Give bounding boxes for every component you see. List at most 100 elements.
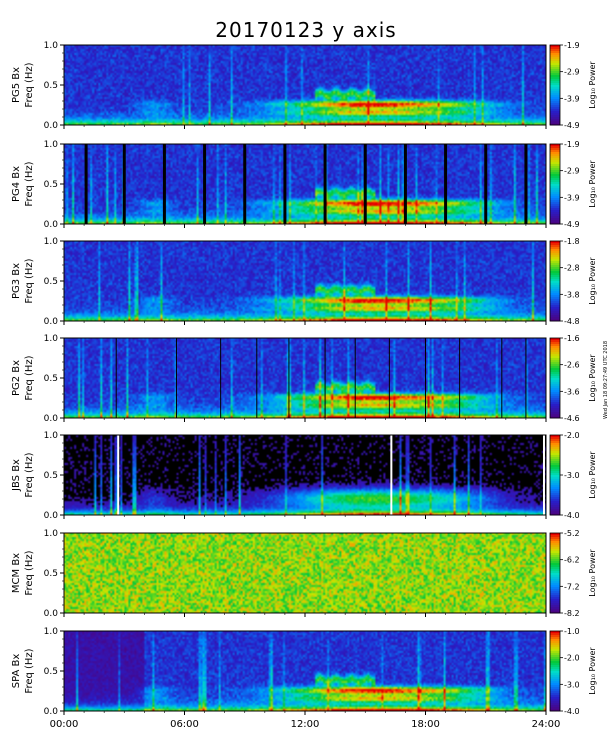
colorbar-segment xyxy=(550,364,560,367)
colorbar-segment xyxy=(550,67,560,70)
colorbar-segment xyxy=(550,611,560,614)
y-tick-label: 1.0 xyxy=(44,627,59,637)
y-tick-label: 0.5 xyxy=(44,374,58,384)
colorbar-tick-label: -6.2 xyxy=(564,556,580,565)
colorbar-segment xyxy=(550,301,560,304)
colorbar-segment xyxy=(550,184,560,187)
colorbar-segment xyxy=(550,317,560,320)
colorbar-segment xyxy=(550,457,560,460)
colorbar-tick-label: -4.6 xyxy=(564,414,580,423)
colorbar-segment xyxy=(550,601,560,604)
colorbar-segment xyxy=(550,263,560,266)
colorbar-segment xyxy=(550,573,560,576)
colorbar-segment xyxy=(550,453,560,456)
colorbar-segment xyxy=(550,281,560,284)
colorbar-segment xyxy=(550,358,560,361)
colorbar-segment xyxy=(550,95,560,98)
colorbar-segment xyxy=(550,539,560,542)
spectrogram-image xyxy=(64,533,546,613)
colorbar-segment xyxy=(550,595,560,598)
colorbar-tick-label: -3.6 xyxy=(564,387,580,396)
colorbar-segment xyxy=(550,497,560,500)
colorbar-segment xyxy=(550,168,560,171)
y-tick-label: 0.5 xyxy=(44,180,58,190)
colorbar-segment xyxy=(550,669,560,672)
station-label: PG2 Bx xyxy=(11,360,22,396)
colorbar-segment xyxy=(550,172,560,175)
colorbar-segment xyxy=(550,212,560,215)
colorbar-segment xyxy=(550,665,560,668)
colorbar-segment xyxy=(550,693,560,696)
colorbar-segment xyxy=(550,297,560,300)
colorbar-segment xyxy=(550,495,560,498)
colorbar-segment xyxy=(550,703,560,706)
colorbar-segment xyxy=(550,109,560,112)
colorbar-segment xyxy=(550,146,560,149)
colorbar-segment xyxy=(550,551,560,554)
colorbar-segment xyxy=(550,437,560,440)
colorbar-segment xyxy=(550,587,560,590)
colorbar-segment xyxy=(550,152,560,155)
colorbar-segment xyxy=(550,81,560,84)
colorbar-segment xyxy=(550,653,560,656)
colorbar-segment xyxy=(550,372,560,375)
colorbar-segment xyxy=(550,190,560,193)
x-tick-label: 24:00 xyxy=(532,719,561,730)
x-tick-label: 12:00 xyxy=(291,719,320,730)
colorbar-segment xyxy=(550,547,560,550)
colorbar-tick-label: -3.9 xyxy=(564,193,580,202)
colorbar-segment xyxy=(550,356,560,359)
colorbar-segment xyxy=(550,445,560,448)
colorbar-segment xyxy=(550,285,560,288)
colorbar-segment xyxy=(550,649,560,652)
colorbar-segment xyxy=(550,655,560,658)
colorbar-segment xyxy=(550,83,560,86)
colorbar-segment xyxy=(550,214,560,217)
colorbar-segment xyxy=(550,607,560,610)
colorbar-segment xyxy=(550,350,560,353)
colorbar-segment xyxy=(550,342,560,345)
colorbar-segment xyxy=(550,392,560,395)
colorbar-segment xyxy=(550,115,560,118)
colorbar-segment xyxy=(550,57,560,60)
colorbar-frame xyxy=(549,44,561,126)
colorbar-segment xyxy=(550,481,560,484)
y-tick-label: 1.0 xyxy=(44,431,59,441)
y-tick-label: 1.0 xyxy=(44,237,59,247)
colorbar-segment xyxy=(550,400,560,403)
y-tick-label: 1.0 xyxy=(44,41,59,51)
colorbar-segment xyxy=(550,577,560,580)
freq-axis-label: Freq (Hz) xyxy=(24,355,35,400)
colorbar-segment xyxy=(550,475,560,478)
station-label: PG3 Bx xyxy=(11,263,22,299)
colorbar-segment xyxy=(550,461,560,464)
colorbar-segment xyxy=(550,313,560,316)
colorbar-segment xyxy=(550,382,560,385)
colorbar-segment xyxy=(550,93,560,96)
colorbar-segment xyxy=(550,89,560,92)
colorbar-segment xyxy=(550,166,560,169)
colorbar-segment xyxy=(550,170,560,173)
colorbar-segment xyxy=(550,249,560,252)
colorbar-segment xyxy=(550,701,560,704)
colorbar-segment xyxy=(550,402,560,405)
colorbar-segment xyxy=(550,537,560,540)
colorbar-segment xyxy=(550,585,560,588)
colorbar-segment xyxy=(550,309,560,312)
colorbar-segment xyxy=(550,180,560,183)
colorbar-segment xyxy=(550,384,560,387)
colorbar-segment xyxy=(550,513,560,516)
colorbar-segment xyxy=(550,65,560,68)
colorbar-segment xyxy=(550,633,560,636)
colorbar-segment xyxy=(550,447,560,450)
station-label: JBS Bx xyxy=(11,459,22,492)
colorbar-segment xyxy=(550,315,560,318)
colorbar-segment xyxy=(550,200,560,203)
colorbar-segment xyxy=(550,545,560,548)
colorbar-tick-label: -3.8 xyxy=(564,290,580,299)
colorbar-segment xyxy=(550,667,560,670)
colorbar-segment xyxy=(550,631,560,634)
colorbar-segment xyxy=(550,471,560,474)
colorbar-segment xyxy=(550,293,560,296)
colorbar-segment xyxy=(550,55,560,58)
